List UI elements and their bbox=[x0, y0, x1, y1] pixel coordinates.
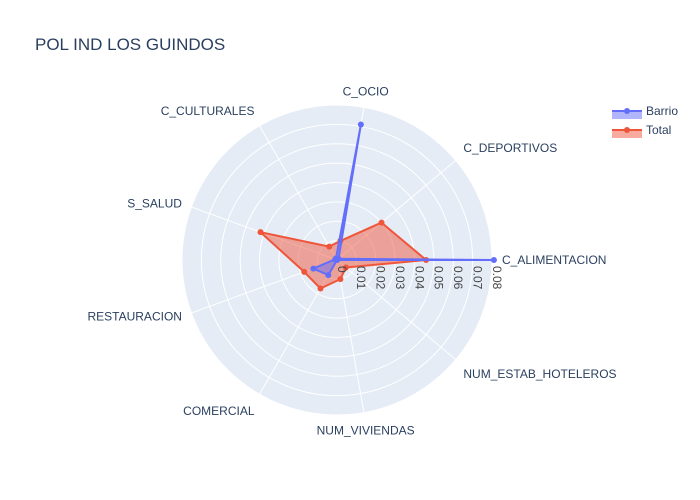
legend-marker bbox=[624, 108, 630, 114]
legend-marker bbox=[624, 127, 630, 133]
grid-spoke bbox=[336, 259, 365, 413]
series-area bbox=[259, 221, 428, 290]
axis-label-comercial: COMERCIAL bbox=[183, 404, 255, 418]
radial-tick-label: 0.04 bbox=[412, 266, 426, 290]
axis-label-restauracion: RESTAURACION bbox=[87, 309, 181, 323]
radial-tick-label: 0 bbox=[335, 266, 349, 273]
axis-label-s-salud: S_SALUD bbox=[127, 197, 182, 211]
legend-swatch bbox=[612, 111, 642, 119]
data-point bbox=[317, 285, 324, 292]
radial-tick-label: 0.05 bbox=[432, 266, 446, 290]
radial-tick-label: 0.01 bbox=[354, 266, 368, 290]
data-point bbox=[490, 257, 497, 263]
legend-swatch bbox=[612, 130, 642, 138]
radial-tick-label: 0.06 bbox=[451, 266, 465, 290]
data-point bbox=[310, 265, 317, 272]
radial-tick-label: 0.07 bbox=[470, 266, 484, 290]
data-point bbox=[257, 229, 264, 236]
data-point bbox=[357, 121, 364, 128]
data-point bbox=[334, 257, 340, 263]
legend-label: Total bbox=[646, 123, 671, 137]
data-point bbox=[342, 264, 349, 271]
data-point bbox=[301, 268, 308, 275]
series-barrio bbox=[310, 121, 497, 279]
data-point bbox=[378, 219, 385, 226]
axis-label-c-ocio: C_OCIO bbox=[343, 85, 389, 99]
series-layer bbox=[257, 121, 497, 292]
radial-ticks: 0 0.01 0.02 0.03 0.04 0.05 0.06 0.07 0.08 bbox=[335, 266, 504, 290]
legend-item-barrio[interactable]: Barrio bbox=[612, 104, 678, 119]
data-point bbox=[337, 276, 344, 283]
series-total bbox=[257, 219, 430, 292]
chart-title: POL IND LOS GUINDOS bbox=[35, 35, 225, 54]
radial-tick-label: 0.02 bbox=[374, 266, 388, 290]
radial-tick-label: 0.08 bbox=[490, 266, 504, 290]
axis-label-num-viviendas: NUM_VIVIENDAS bbox=[317, 423, 415, 437]
axis-label-c-culturales: C_CULTURALES bbox=[161, 104, 255, 118]
axis-label-c-alimentacion: C_ALIMENTACION bbox=[502, 253, 606, 267]
data-point bbox=[325, 272, 332, 279]
radial-tick-label: 0.03 bbox=[393, 266, 407, 290]
angular-axis-labels: C_ALIMENTACION C_DEPORTIVOS C_OCIO C_CULTUR… bbox=[87, 85, 616, 438]
axis-label-c-deportivos: C_DEPORTIVOS bbox=[463, 141, 557, 155]
grid-spoke bbox=[336, 259, 457, 361]
legend-label: Barrio bbox=[646, 104, 678, 118]
legend-item-total[interactable]: Total bbox=[612, 123, 671, 138]
grid-spoke bbox=[259, 125, 338, 261]
legend: Barrio Total bbox=[612, 104, 678, 138]
axis-label-num-estab-hoteleros: NUM_ESTAB_HOTELEROS bbox=[463, 367, 616, 381]
data-point bbox=[326, 243, 333, 250]
